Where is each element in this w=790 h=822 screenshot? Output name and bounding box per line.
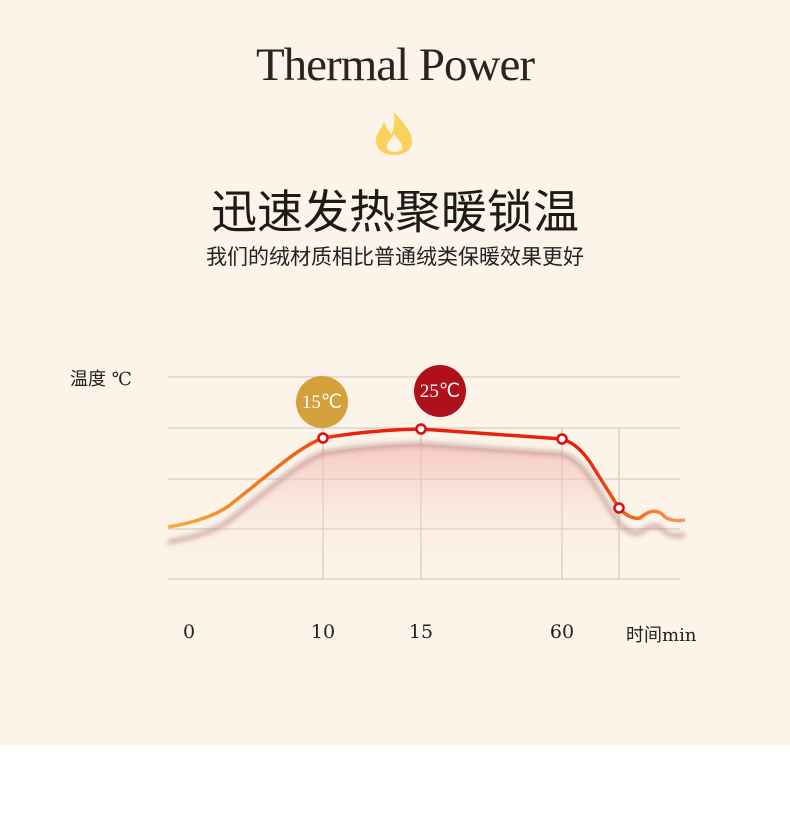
x-tick-label: 60 bbox=[549, 621, 575, 643]
y-axis-label: 温度 ℃ bbox=[70, 369, 132, 390]
data-point-marker bbox=[415, 423, 427, 435]
x-tick-label: 0 bbox=[182, 621, 196, 643]
x-axis-label: 时间min bbox=[626, 625, 697, 646]
x-tick-label: 15 bbox=[408, 621, 434, 643]
temperature-curve bbox=[167, 427, 686, 529]
x-tick-label: 10 bbox=[310, 621, 336, 643]
page-title: Thermal Power bbox=[255, 39, 535, 91]
subtitle: 我们的绒材质相比普通绒类保暖效果更好 bbox=[206, 245, 584, 269]
temperature-bubble: 15℃ bbox=[296, 376, 348, 428]
data-point-marker bbox=[317, 432, 329, 444]
curve-shadow bbox=[167, 441, 686, 545]
data-point-marker bbox=[556, 433, 568, 445]
curve-fill bbox=[168, 444, 619, 579]
temperature-bubble: 25℃ bbox=[414, 365, 466, 417]
data-point-marker bbox=[613, 502, 625, 514]
headline: 迅速发热聚暖锁温 bbox=[211, 185, 579, 239]
